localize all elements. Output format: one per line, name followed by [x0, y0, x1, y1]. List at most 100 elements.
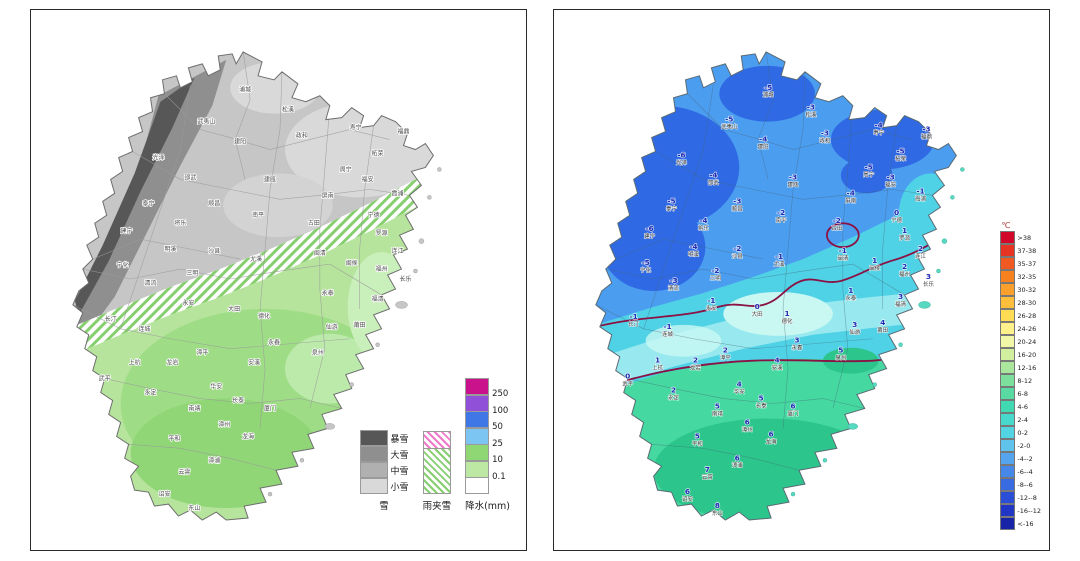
- temp-legend-swatch: [1000, 309, 1016, 322]
- station-name: 上杭: [652, 364, 663, 372]
- temp-legend-swatch: [1000, 439, 1016, 452]
- station-name: 泉州: [312, 349, 324, 357]
- station-name: 连城: [139, 325, 151, 333]
- sleet-legend-title: 雨夹雪: [422, 501, 452, 512]
- temp-legend-item: -16--12: [1000, 504, 1041, 517]
- temp-legend-swatch: [1000, 322, 1016, 335]
- temp-legend-item: 2-4: [1000, 413, 1041, 426]
- station-name: 厦门: [788, 409, 799, 417]
- station-temperature: 5: [715, 401, 720, 410]
- station-temperature: -3: [789, 172, 797, 181]
- station-name: 永安: [706, 304, 717, 312]
- temperature-legend-title: ℃: [1001, 221, 1011, 230]
- temp-legend-item: -12--8: [1000, 491, 1041, 504]
- station-name: 松溪: [282, 106, 294, 114]
- station-temperature: -3: [922, 125, 930, 134]
- station-name: 永定: [668, 394, 679, 402]
- temp-legend-swatch: [1000, 465, 1016, 478]
- station-temperature: 0: [625, 372, 630, 381]
- temp-legend-swatch: [1000, 283, 1016, 296]
- station-name: 古田: [308, 219, 320, 227]
- temp-legend-item: -4--2: [1000, 452, 1041, 465]
- station-name: 东山: [188, 504, 200, 512]
- station-temperature: 2: [723, 346, 728, 355]
- station-name: 周宁: [863, 170, 874, 178]
- station-temperature: 1: [902, 226, 907, 235]
- station-name: 政和: [296, 132, 308, 140]
- station-name: 连江: [392, 247, 404, 255]
- station-name: 大田: [228, 305, 240, 313]
- temp-legend-item: 24-26: [1000, 322, 1041, 335]
- station-name: 厦门: [264, 404, 276, 412]
- temp-legend-label: 30-32: [1017, 285, 1037, 294]
- temp-legend-swatch: [1000, 244, 1016, 257]
- station-name: 长乐: [923, 280, 934, 288]
- station-temperature: -3: [669, 276, 677, 285]
- station-name: 德化: [258, 312, 270, 320]
- station-name: 霞浦: [915, 194, 926, 202]
- zone-light-snow: [223, 173, 333, 238]
- station-name: 南靖: [712, 409, 723, 417]
- zone-temp-light-cyan: [595, 286, 957, 391]
- station-name: 安溪: [772, 364, 783, 372]
- station-name: 南平: [776, 216, 787, 224]
- temperature-legend: ℃ >38 37-38 35-37 32-35 30-32 28-30 26-28 24-26…: [998, 220, 1043, 531]
- station-name: 清流: [145, 279, 157, 287]
- temp-legend-swatch: [1000, 270, 1016, 283]
- station-temperature: 2: [671, 386, 676, 395]
- temp-legend-item: 20-24: [1000, 335, 1041, 348]
- station-name: 永定: [145, 389, 157, 397]
- temp-legend-label: 16-20: [1017, 350, 1037, 359]
- station-temperature: 2: [693, 356, 698, 365]
- precip-legend-item: 0.1: [465, 460, 508, 482]
- station-name: 三明: [186, 270, 198, 277]
- station-temperature: -3: [807, 103, 815, 112]
- station-temperature: -5: [865, 162, 873, 171]
- station-temperature: -1: [775, 252, 783, 261]
- temp-legend-item: 12-16: [1000, 361, 1041, 374]
- temp-legend-label: 12-16: [1017, 363, 1037, 372]
- temp-legend-label: 4-6: [1017, 402, 1029, 411]
- station-name: 武平: [622, 380, 633, 388]
- station-temperature: 3: [852, 320, 857, 329]
- zone-sleet-band: [72, 157, 434, 355]
- station-name: 宁德: [891, 216, 902, 224]
- station-name: 永泰: [845, 294, 856, 302]
- station-name: 漳州: [742, 425, 753, 433]
- temp-legend-swatch: [1000, 413, 1016, 426]
- station-name: 政和: [819, 137, 830, 145]
- snow-legend-item: 小雪: [359, 478, 409, 494]
- temp-legend-swatch: [1000, 374, 1016, 387]
- station-name: 连城: [662, 330, 673, 338]
- temp-legend-swatch: [1000, 452, 1016, 465]
- station-temperature: 0: [755, 302, 760, 311]
- temp-legend-label: 6-8: [1017, 389, 1029, 398]
- station-name: 光泽: [153, 153, 165, 161]
- station-name: 龙海: [242, 432, 254, 440]
- temp-legend-swatch: [1000, 426, 1016, 439]
- temp-legend-label: 0-2: [1017, 428, 1029, 437]
- station-name: 永春: [268, 339, 280, 347]
- station-temperature: 4: [775, 356, 780, 365]
- temp-legend-swatch: [1000, 517, 1016, 530]
- station-name: 诏安: [158, 490, 170, 498]
- station-temperature: -1: [630, 312, 638, 321]
- zone-temp-coastal-cyan: [898, 173, 957, 258]
- station-name: 沙县: [208, 248, 220, 255]
- temp-legend-label: 28-30: [1017, 298, 1037, 307]
- snow-legend-swatch: [359, 430, 388, 446]
- zone-light-snow: [284, 101, 434, 198]
- station-name: 明溪: [164, 245, 176, 253]
- precip-legend-item: 100: [465, 394, 508, 416]
- temp-legend-swatch: [1000, 361, 1016, 374]
- zone-temp-pale: [645, 324, 722, 357]
- station-name: 三明: [710, 275, 721, 282]
- temp-legend-item: 8-12: [1000, 374, 1041, 387]
- station-name: 长泰: [232, 397, 244, 405]
- station-name: 龙岩: [690, 364, 701, 372]
- temp-legend-label: 24-26: [1017, 324, 1037, 333]
- temperature-panel: -5 浦城 -5 武夷山 -3 松溪 -3 政和 -6 光泽 -4 邵武 -4 建阳 -3 建瓯 -4 寿宁 -3 福…: [553, 9, 1050, 551]
- station-temperature: -5: [667, 196, 675, 205]
- snow-legend-label: 暴雪: [390, 434, 409, 445]
